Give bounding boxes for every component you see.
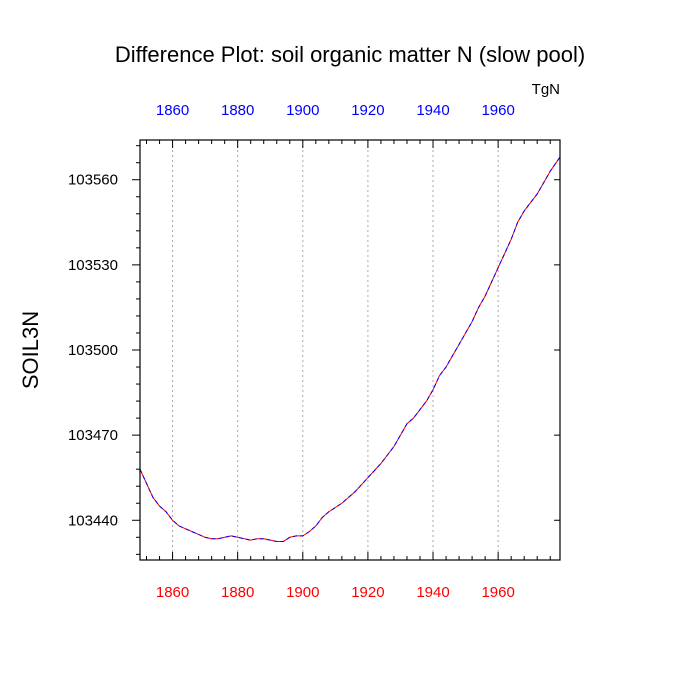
units-label: TgN [532,81,560,98]
x-tick-label-top: 1940 [416,102,449,119]
x-tick-label-top: 1920 [351,102,384,119]
tick-labels: 1860 1860 1880 1880 1900 1900 1920 1920 1940 1940… [68,102,515,601]
x-tick-label-bottom: 1900 [286,584,319,601]
grid-lines [172,140,499,560]
y-tick-label: 103560 [68,172,118,189]
x-tick-label-top: 1880 [221,102,254,119]
x-tick-label-top: 1900 [286,102,319,119]
series-line-1 [139,156,561,543]
chart-title: Difference Plot: soil organic matter N (… [115,42,585,67]
x-tick-label-bottom: 1940 [416,584,449,601]
x-tick-label-top: 1960 [481,102,514,119]
x-tick-label-bottom: 1880 [221,584,254,601]
x-tick-label-bottom: 1860 [156,584,189,601]
y-axis-label: SOIL3N [18,311,43,389]
x-tick-label-bottom: 1920 [351,584,384,601]
axis-ticks [132,140,560,560]
y-tick-label: 103500 [68,342,118,359]
plot-frame [139,139,561,561]
x-tick-label-top: 1860 [156,102,189,119]
series-lines [139,156,561,543]
x-tick-label-bottom: 1960 [481,584,514,601]
y-tick-label: 103530 [68,257,118,274]
y-tick-label: 103470 [68,427,118,444]
y-tick-label: 103440 [68,512,118,529]
